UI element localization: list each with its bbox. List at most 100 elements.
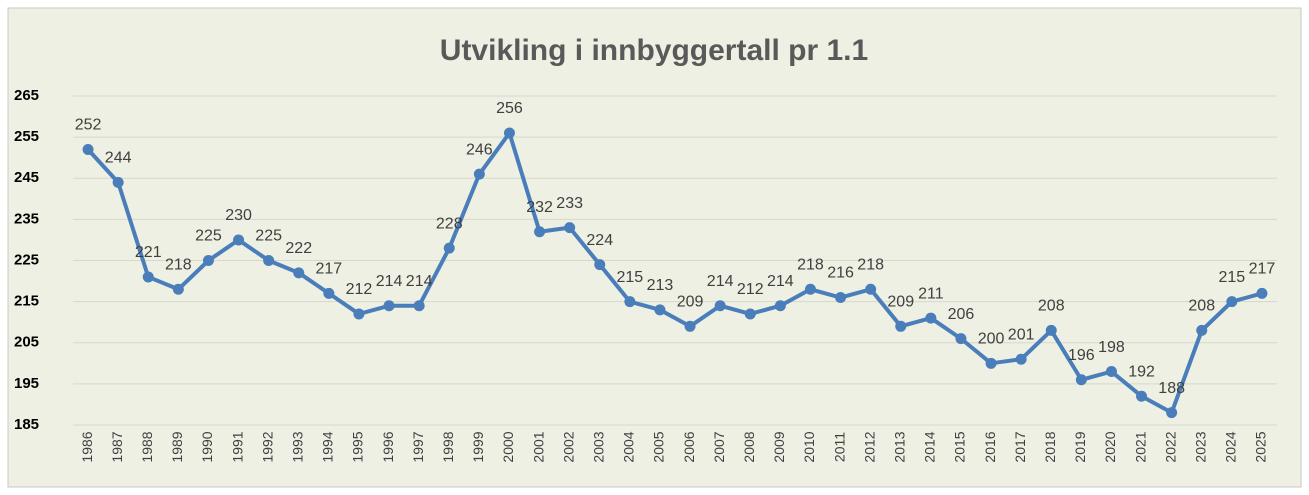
marker	[233, 234, 245, 246]
data-label: 230	[225, 207, 252, 224]
data-label: 208	[1038, 298, 1065, 315]
marker	[714, 300, 726, 312]
marker	[654, 304, 666, 316]
data-label: 216	[827, 265, 854, 282]
data-label: 218	[165, 257, 192, 274]
data-label: 224	[586, 232, 613, 249]
marker	[443, 242, 455, 254]
data-label: 225	[195, 228, 222, 245]
data-label: 214	[406, 273, 433, 290]
data-label: 217	[1249, 261, 1276, 278]
x-tick-label: 2017	[1012, 431, 1028, 462]
marker	[202, 255, 214, 266]
marker	[323, 287, 335, 299]
marker	[1075, 374, 1087, 386]
marker	[172, 283, 184, 295]
data-label: 201	[1008, 326, 1035, 343]
x-tick-label: 2025	[1253, 431, 1269, 462]
x-tick-label: 2020	[1102, 431, 1118, 462]
y-tick-label: 245	[14, 169, 39, 186]
x-tick-label: 2016	[982, 431, 998, 462]
x-tick-label: 1990	[199, 431, 215, 462]
chart-title: Utvikling i innbyggertall pr 1.1	[440, 34, 868, 67]
x-tick-label: 1993	[289, 431, 305, 462]
x-tick-label: 1987	[109, 431, 125, 462]
marker	[534, 226, 546, 238]
marker	[413, 300, 425, 312]
x-tick-label: 2004	[621, 431, 637, 462]
marker	[835, 292, 847, 304]
marker	[1105, 366, 1117, 378]
marker	[353, 308, 365, 320]
x-tick-label: 1989	[169, 431, 185, 462]
marker	[1256, 287, 1268, 299]
y-tick-label: 225	[14, 251, 39, 268]
data-label: 218	[797, 257, 824, 274]
x-tick-label: 2003	[590, 431, 606, 462]
x-tick-label: 1999	[470, 431, 486, 462]
data-label: 214	[707, 273, 734, 290]
y-tick-label: 185	[14, 416, 39, 433]
data-label: 244	[105, 150, 132, 167]
x-tick-label: 1995	[350, 431, 366, 462]
x-tick-label: 2006	[681, 431, 697, 462]
data-label: 188	[1158, 380, 1185, 397]
marker	[955, 333, 967, 345]
marker	[503, 127, 515, 139]
data-label: 214	[767, 273, 794, 290]
data-label: 209	[677, 294, 704, 311]
marker	[1045, 324, 1057, 336]
marker	[804, 283, 816, 295]
y-tick-label: 235	[14, 210, 39, 227]
data-label: 206	[948, 306, 975, 323]
data-label: 233	[556, 195, 583, 212]
data-label: 218	[857, 257, 884, 274]
data-label: 196	[1068, 347, 1095, 364]
x-tick-label: 1991	[229, 431, 245, 462]
marker	[1226, 296, 1238, 308]
x-tick-label: 2005	[651, 431, 667, 462]
x-tick-label: 2023	[1192, 431, 1208, 462]
marker	[774, 300, 786, 312]
data-label: 256	[496, 100, 523, 117]
marker	[865, 283, 877, 295]
data-label: 221	[135, 244, 162, 261]
data-label: 252	[75, 117, 102, 134]
x-tick-label: 2019	[1072, 431, 1088, 462]
marker	[985, 357, 997, 369]
data-label: 228	[436, 215, 463, 232]
data-label: 215	[616, 269, 643, 286]
data-label: 212	[737, 281, 764, 298]
x-tick-label: 2009	[771, 431, 787, 462]
data-label: 212	[346, 281, 373, 298]
data-label: 232	[526, 199, 553, 216]
x-tick-label: 2012	[861, 431, 877, 462]
x-tick-label: 2007	[711, 431, 727, 462]
data-label: 211	[918, 285, 944, 302]
data-label: 214	[376, 273, 403, 290]
marker	[684, 320, 696, 332]
marker	[112, 176, 124, 188]
x-tick-label: 2013	[891, 431, 907, 462]
data-label: 192	[1128, 363, 1155, 380]
marker	[895, 320, 907, 332]
marker	[473, 168, 485, 180]
data-label: 246	[466, 141, 493, 158]
x-tick-label: 2010	[801, 431, 817, 462]
x-tick-label: 1992	[259, 431, 275, 462]
data-label: 222	[285, 240, 312, 257]
marker	[1136, 390, 1148, 402]
data-label: 225	[255, 228, 282, 245]
marker	[564, 222, 576, 234]
data-label: 208	[1188, 298, 1215, 315]
chart-background	[7, 7, 1302, 488]
y-tick-label: 205	[14, 334, 39, 351]
y-tick-label: 265	[14, 87, 39, 104]
x-tick-label: 2024	[1223, 431, 1239, 462]
y-tick-label: 215	[14, 293, 39, 310]
marker	[293, 267, 305, 279]
y-tick-label: 255	[14, 128, 39, 145]
x-tick-label: 2011	[831, 432, 847, 462]
data-label: 213	[647, 277, 674, 294]
